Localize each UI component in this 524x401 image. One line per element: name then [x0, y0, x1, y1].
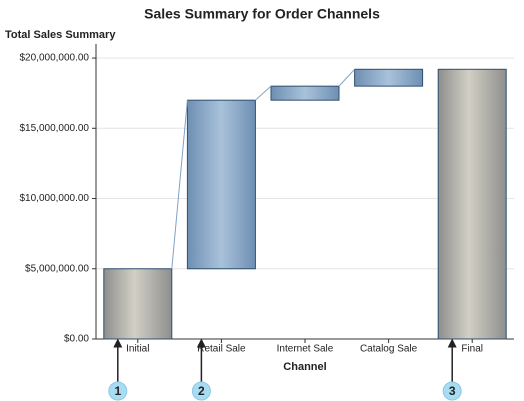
x-axis-title: Channel [283, 361, 326, 373]
annotation-label: 2 [198, 384, 205, 398]
bar [270, 85, 340, 101]
bar [103, 268, 173, 340]
y-tick-label: $20,000,000.00 [19, 53, 89, 64]
annotation-label: 1 [114, 384, 121, 398]
x-tick-label: Final [461, 344, 483, 355]
connector [255, 85, 272, 101]
y-tick-label: $10,000,000.00 [19, 193, 89, 204]
chart-title: Sales Summary for Order Channels [144, 6, 380, 22]
bar [437, 68, 507, 340]
x-tick-label: Internet Sale [277, 344, 334, 355]
annotation-badge [108, 381, 128, 401]
x-tick-label: Catalog Sale [360, 344, 418, 355]
connector [171, 100, 188, 269]
y-tick-label: $15,000,000.00 [19, 123, 89, 134]
annotation-badge [442, 381, 462, 401]
bar [354, 68, 424, 87]
annotation-badge [191, 381, 211, 401]
connector [338, 68, 355, 87]
y-tick-label: $0.00 [64, 334, 89, 345]
x-tick-label: Retail Sale [197, 344, 246, 355]
bar [186, 99, 256, 270]
y-tick-label: $5,000,000.00 [25, 263, 89, 274]
annotation-label: 3 [449, 384, 456, 398]
y-axis-title: Total Sales Summary [5, 29, 116, 41]
x-tick-label: Initial [126, 344, 149, 355]
